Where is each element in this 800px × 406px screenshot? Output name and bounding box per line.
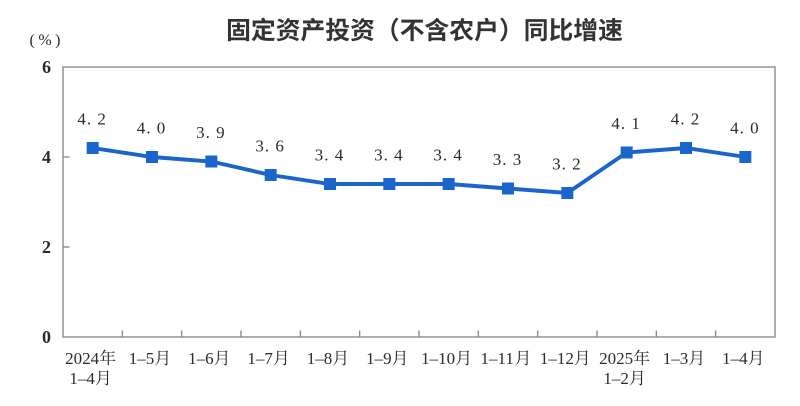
- svg-text:4. 1: 4. 1: [611, 114, 641, 133]
- svg-text:4: 4: [42, 147, 51, 167]
- svg-text:2: 2: [42, 237, 51, 257]
- svg-text:3. 2: 3. 2: [552, 155, 582, 174]
- svg-text:6: 6: [42, 57, 51, 77]
- svg-text:4. 0: 4. 0: [137, 119, 167, 138]
- svg-text:1–8: 1–8: [307, 349, 333, 368]
- svg-text:0: 0: [42, 327, 51, 347]
- svg-text:1–5: 1–5: [129, 349, 155, 368]
- svg-text:4. 2: 4. 2: [77, 110, 107, 129]
- svg-text:1–12: 1–12: [540, 349, 574, 368]
- svg-text:3. 3: 3. 3: [493, 150, 523, 169]
- svg-text:1–4: 1–4: [722, 349, 748, 368]
- svg-text:1–2: 1–2: [603, 369, 629, 388]
- svg-text:3. 6: 3. 6: [255, 137, 285, 156]
- svg-text:1–7: 1–7: [247, 349, 273, 368]
- svg-text:3. 9: 3. 9: [196, 123, 226, 142]
- svg-text:1–4: 1–4: [69, 369, 95, 388]
- svg-text:1–6: 1–6: [188, 349, 214, 368]
- svg-text:4. 0: 4. 0: [730, 119, 760, 138]
- svg-text:4. 2: 4. 2: [671, 110, 701, 129]
- svg-text:3. 4: 3. 4: [433, 146, 463, 165]
- svg-text:1–10: 1–10: [421, 349, 455, 368]
- svg-text:(%): (%): [30, 32, 64, 49]
- svg-text:1–11: 1–11: [481, 349, 514, 368]
- svg-text:1–9: 1–9: [366, 349, 392, 368]
- svg-text:1–3: 1–3: [663, 349, 689, 368]
- svg-text:3. 4: 3. 4: [315, 146, 345, 165]
- svg-text:2025: 2025: [599, 349, 633, 368]
- svg-text:2024: 2024: [65, 349, 100, 368]
- svg-text:3. 4: 3. 4: [374, 146, 404, 165]
